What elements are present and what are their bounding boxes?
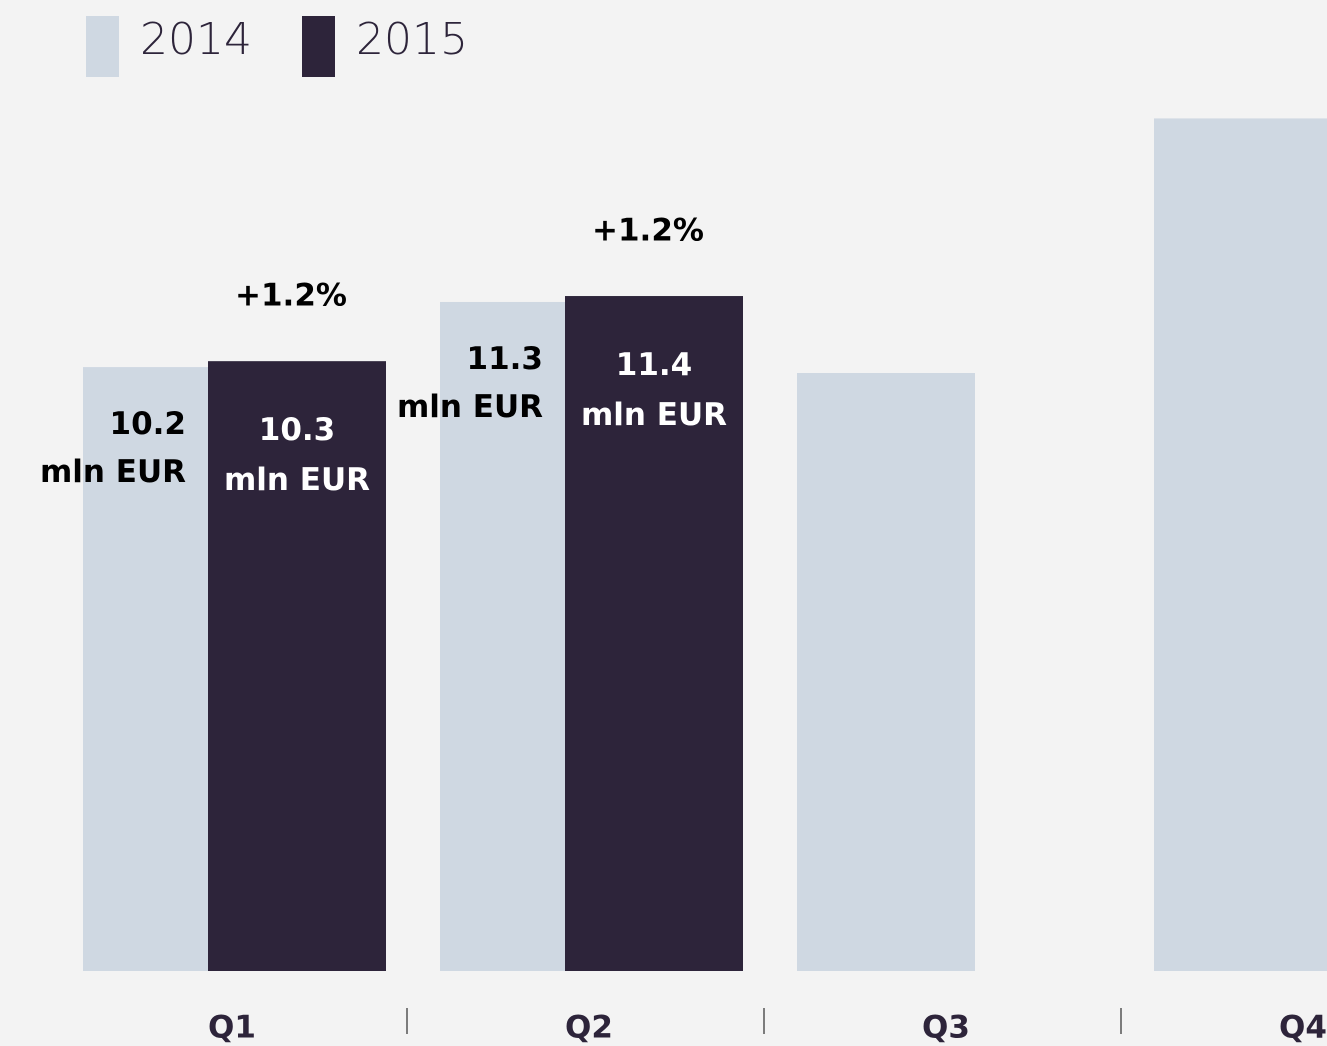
legend-swatch [302, 16, 335, 77]
value-label: 11.3 mln EUR [397, 340, 543, 424]
x-tick-label: Q4 [1279, 1010, 1327, 1046]
change-label: +1.2% [235, 278, 347, 314]
legend-label: 2015 [356, 14, 468, 65]
legend-swatch [86, 16, 119, 77]
x-tick-label: Q3 [922, 1010, 970, 1046]
change-label: +1.2% [592, 213, 704, 249]
x-tick-label: Q1 [208, 1010, 256, 1046]
bar [797, 373, 975, 971]
bar [565, 296, 743, 971]
x-tick-label: Q2 [565, 1010, 613, 1046]
value-label: 11.4 mln EUR [581, 347, 727, 433]
value-label: 10.2 mln EUR [40, 406, 186, 490]
bar [1154, 118, 1327, 972]
legend-label: 2014 [140, 14, 252, 65]
value-label: 10.3 mln EUR [224, 412, 370, 498]
bar [208, 361, 386, 971]
